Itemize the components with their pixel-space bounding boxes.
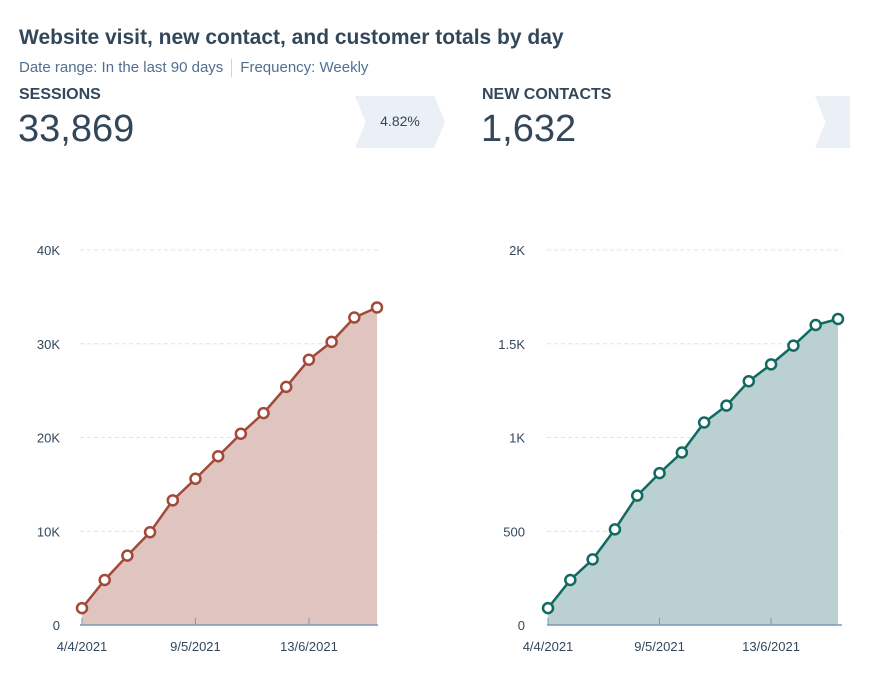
y-tick-label: 10K (37, 524, 60, 539)
y-tick-label: 1K (509, 431, 525, 446)
kpi-label-sessions: SESSIONS (19, 86, 101, 103)
kpi-value-new-contacts: 1,632 (481, 108, 577, 150)
y-tick-label: 2K (509, 243, 525, 258)
data-point (809, 318, 822, 332)
y-tick-label: 0 (53, 618, 60, 633)
x-tick-label: 13/6/2021 (280, 639, 338, 654)
y-tick-label: 20K (37, 431, 60, 446)
data-point (675, 446, 689, 459)
divider (231, 59, 233, 78)
data-point (121, 549, 134, 562)
x-tick-label: 9/5/2021 (634, 639, 685, 654)
data-point (787, 339, 800, 352)
data-point (370, 301, 384, 314)
frequency-filter[interactable]: Frequency: Weekly (240, 59, 369, 76)
data-point (608, 523, 622, 536)
data-point (325, 335, 338, 349)
y-tick-label: 40K (37, 243, 60, 258)
data-point (234, 427, 248, 440)
data-point (279, 380, 293, 394)
report-filters: Date range: In the last 90 days Frequency… (19, 59, 369, 78)
data-point (586, 553, 599, 566)
data-point (764, 358, 778, 371)
data-point (302, 353, 316, 366)
data-point (257, 406, 270, 420)
data-point (831, 312, 845, 326)
data-point (98, 573, 111, 587)
x-tick-label: 13/6/2021 (742, 639, 800, 654)
data-point (653, 466, 666, 480)
data-point (166, 494, 180, 507)
area-fill (548, 319, 838, 625)
x-tick-label: 4/4/2021 (523, 639, 574, 654)
y-tick-label: 500 (503, 524, 525, 539)
conversion-rate: 4.82% (380, 113, 420, 129)
chart-1: 0 500 1K 1.5K 2K 4/4/2021 9/5/2021 13/6/2021 (498, 243, 845, 654)
x-tick-label: 9/5/2021 (170, 639, 221, 654)
data-point (697, 416, 711, 429)
chart-0: 0 10K 20K 30K 40K 4/4/2021 9/5/2021 13/6/2021 (37, 243, 384, 654)
data-point (75, 601, 89, 615)
data-point (189, 472, 202, 485)
data-point (564, 573, 577, 587)
data-point (541, 601, 555, 615)
data-point (143, 525, 157, 539)
y-tick-label: 0 (518, 618, 525, 633)
y-tick-label: 30K (37, 337, 60, 352)
date-range-filter[interactable]: Date range: In the last 90 days (19, 59, 224, 76)
data-point (211, 450, 225, 463)
y-tick-label: 1.5K (498, 337, 525, 352)
x-tick-label: 4/4/2021 (57, 639, 108, 654)
data-point (348, 311, 361, 324)
area-fill (82, 307, 377, 625)
data-point (742, 375, 756, 388)
kpi-value-sessions: 33,869 (18, 108, 135, 150)
data-point (630, 489, 644, 502)
kpi-label-new-contacts: NEW CONTACTS (482, 86, 612, 103)
conversion-arrow: 4.82% (355, 96, 445, 148)
report-title: Website visit, new contact, and customer… (19, 26, 564, 49)
data-point (720, 399, 733, 412)
